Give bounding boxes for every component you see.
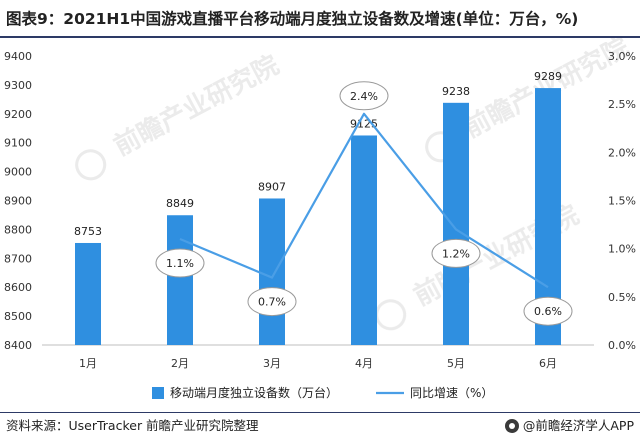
- line-series: [179, 112, 549, 289]
- footer-divider: [0, 412, 640, 413]
- combo-chart: 前瞻产业研究院 前瞻产业研究院 前瞻产业研究院 8400850086008700…: [4, 38, 636, 400]
- line-data-label: 0.7%: [258, 296, 286, 309]
- x-tick-label: 4月: [355, 357, 373, 370]
- bar-data-labels: 8753 8849 8907 9125 9238 9289: [74, 70, 562, 238]
- right-tick-label: 1.5%: [608, 195, 636, 208]
- legend-bar-label: 移动端月度独立设备数（万台）: [170, 385, 338, 400]
- legend-line-label: 同比增速（%）: [410, 386, 493, 400]
- left-tick-label: 9000: [4, 166, 32, 179]
- line-data-label: 0.6%: [534, 305, 562, 318]
- bar-data-label: 9125: [350, 117, 378, 130]
- brand-logo-icon: [504, 419, 519, 433]
- bar-data-label: 9238: [442, 85, 470, 98]
- x-axis: 1月 2月 3月 4月 5月 6月: [79, 357, 557, 370]
- bar: [259, 198, 285, 345]
- line-label-bubble: [431, 238, 481, 268]
- left-tick-label: 8600: [4, 281, 32, 294]
- growth-line: [179, 112, 549, 289]
- left-tick-label: 8400: [4, 339, 32, 352]
- bar-data-label: 9289: [534, 70, 562, 83]
- line-data-label: 2.4%: [350, 90, 378, 103]
- bar: [443, 102, 469, 346]
- right-tick-label: 0.0%: [608, 339, 636, 352]
- x-tick-label: 2月: [171, 357, 189, 370]
- chart-title: 图表9：2021H1中国游戏直播平台移动端月度独立设备数及增速(单位：万台，%): [6, 10, 579, 28]
- x-tick-label: 1月: [79, 357, 97, 370]
- bar-data-label: 8753: [74, 225, 102, 238]
- left-tick-label: 8500: [4, 310, 32, 323]
- left-tick-label: 8800: [4, 223, 32, 236]
- line-label-bubble: [155, 248, 205, 278]
- watermark-text: 前瞻产业研究院: [109, 49, 284, 162]
- bar: [75, 242, 101, 345]
- source-note: 资料来源：UserTracker 前瞻产业研究院整理: [6, 418, 259, 433]
- title-divider: [0, 36, 640, 38]
- right-tick-label: 1.0%: [608, 243, 636, 256]
- left-axis: 8400 8500 8600 8700 8800 8900 9000 9100 9200 9300…: [4, 50, 32, 352]
- right-tick-label: 0.5%: [608, 291, 636, 304]
- legend: 移动端月度独立设备数（万台） 同比增速（%）: [152, 385, 493, 400]
- bar: [351, 135, 377, 345]
- bar-data-label: 8849: [166, 197, 194, 210]
- line-data-labels: 1.1% 0.7% 2.4% 1.2% 0.6%: [155, 81, 573, 326]
- right-axis: 0.0% 0.5% 1.0% 1.5% 2.0% 2.5% 3.0%: [608, 50, 636, 352]
- bar-data-label: 8907: [258, 180, 286, 193]
- brand-mark: @前瞻经济学人APP: [504, 416, 634, 436]
- left-tick-label: 9300: [4, 79, 32, 92]
- line-label-bubble: [339, 81, 389, 111]
- watermark-logo-icon: [75, 149, 107, 181]
- right-tick-label: 2.0%: [608, 146, 636, 159]
- x-tick-label: 6月: [539, 357, 557, 370]
- watermark-logo-icon: [375, 299, 407, 331]
- line-label-bubble: [247, 287, 297, 317]
- line-label-bubble: [523, 296, 573, 326]
- left-tick-label: 9200: [4, 108, 32, 121]
- brand-text: @前瞻经济学人APP: [522, 418, 634, 433]
- x-tick-label: 5月: [447, 357, 465, 370]
- bar: [167, 215, 193, 345]
- left-tick-label: 8900: [4, 195, 32, 208]
- right-tick-label: 2.5%: [608, 98, 636, 111]
- left-tick-label: 9100: [4, 137, 32, 150]
- line-data-label: 1.1%: [166, 257, 194, 270]
- left-tick-label: 8700: [4, 252, 32, 265]
- x-tick-label: 3月: [263, 357, 281, 370]
- line-data-label: 1.2%: [442, 247, 470, 260]
- left-tick-label: 9400: [4, 50, 32, 63]
- right-tick-label: 3.0%: [608, 50, 636, 63]
- legend-bar-swatch: [152, 387, 164, 399]
